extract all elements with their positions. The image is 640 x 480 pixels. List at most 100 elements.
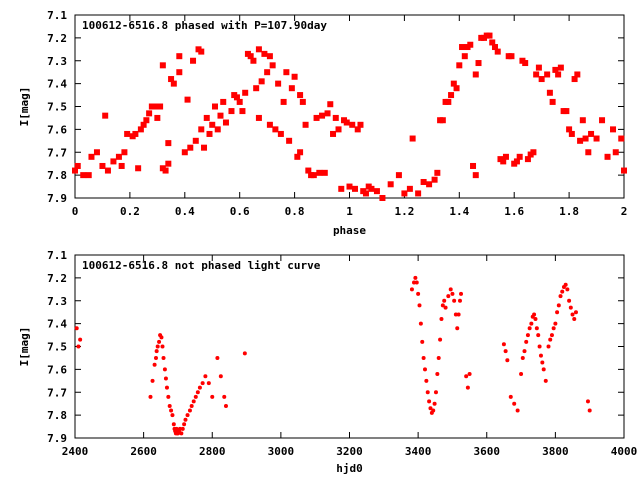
data-point: [354, 126, 361, 133]
data-point: [222, 119, 229, 126]
x-tick-label: 3800: [542, 445, 569, 458]
y-tick-label: 7.7: [47, 146, 67, 159]
data-point: [520, 355, 525, 360]
data-point: [222, 394, 227, 399]
data-point: [555, 71, 562, 78]
data-point: [74, 162, 81, 169]
data-point: [198, 48, 205, 55]
y-tick-label: 7.8: [47, 409, 67, 422]
data-point: [85, 172, 92, 179]
data-point: [104, 167, 111, 174]
y-tick-label: 7.3: [47, 55, 67, 68]
data-point: [203, 114, 210, 121]
data-point: [470, 162, 477, 169]
data-point: [395, 172, 402, 179]
data-point: [534, 326, 539, 331]
data-point: [413, 275, 418, 280]
data-point: [297, 92, 304, 99]
data-point: [324, 110, 331, 117]
y-axis-label: I[mag]: [18, 87, 31, 127]
data-point: [446, 294, 451, 299]
data-point: [99, 162, 106, 169]
data-point: [288, 85, 295, 92]
y-tick-label: 7.6: [47, 123, 67, 136]
data-point: [146, 110, 153, 117]
data-point: [190, 57, 197, 64]
x-tick-label: 0: [72, 205, 79, 218]
data-point: [443, 305, 448, 310]
y-tick-label: 7.6: [47, 363, 67, 376]
data-point: [457, 298, 462, 303]
data-point: [568, 130, 575, 137]
data-point: [422, 367, 427, 372]
data-point: [162, 167, 169, 174]
data-point: [464, 374, 469, 379]
x-tick-label: 2800: [199, 445, 226, 458]
data-point: [450, 291, 455, 296]
data-point: [255, 46, 262, 53]
x-tick-label: 1.4: [449, 205, 469, 218]
data-point: [193, 394, 198, 399]
data-point: [206, 381, 211, 386]
data-point: [180, 426, 185, 431]
data-point: [291, 73, 298, 80]
data-point: [80, 172, 87, 179]
data-point: [272, 126, 279, 133]
data-point: [310, 172, 317, 179]
data-point: [515, 408, 520, 413]
x-tick-label: 0.6: [230, 205, 250, 218]
data-point: [211, 103, 218, 110]
data-point: [434, 169, 441, 176]
data-point: [169, 408, 174, 413]
data-point: [165, 140, 172, 147]
data-point: [494, 48, 501, 55]
y-axis-label: I[mag]: [18, 327, 31, 367]
data-point: [302, 121, 309, 128]
data-point: [187, 408, 192, 413]
data-point: [512, 401, 517, 406]
data-point: [161, 355, 166, 360]
data-point: [502, 153, 509, 160]
data-point: [439, 317, 444, 322]
data-point: [452, 298, 457, 303]
data-point: [118, 162, 125, 169]
data-point: [255, 114, 262, 121]
data-point: [187, 144, 194, 151]
data-point: [181, 149, 188, 156]
data-point: [177, 426, 182, 431]
data-point: [572, 317, 577, 322]
x-tick-label: 0.4: [175, 205, 195, 218]
data-point: [560, 289, 565, 294]
data-point: [579, 117, 586, 124]
data-point: [536, 333, 541, 338]
y-tick-label: 7.4: [47, 318, 67, 331]
data-point: [420, 178, 427, 185]
data-point: [253, 85, 260, 92]
data-point: [72, 167, 78, 174]
data-point: [432, 401, 437, 406]
data-point: [167, 403, 172, 408]
data-point: [135, 165, 142, 172]
data-point: [335, 126, 342, 133]
data-point: [544, 71, 551, 78]
data-point: [593, 135, 600, 142]
data-point: [587, 408, 592, 413]
chart-title: 100612-6516.8 not phased light curve: [82, 259, 321, 272]
data-point: [519, 371, 524, 376]
data-point: [417, 303, 422, 308]
data-point: [379, 195, 386, 201]
y-tick-label: 7.9: [47, 192, 67, 205]
y-tick-label: 7.2: [47, 32, 67, 45]
data-point: [228, 108, 235, 115]
data-point: [155, 344, 160, 349]
data-point: [275, 80, 282, 87]
data-point: [552, 66, 559, 73]
data-point: [150, 378, 155, 383]
data-point: [200, 381, 205, 386]
x-tick-label: 2600: [130, 445, 157, 458]
data-point: [78, 337, 83, 342]
y-tick-label: 7.5: [47, 101, 67, 114]
y-tick-label: 7.9: [47, 432, 67, 445]
data-point: [409, 287, 414, 292]
data-point: [171, 422, 176, 427]
